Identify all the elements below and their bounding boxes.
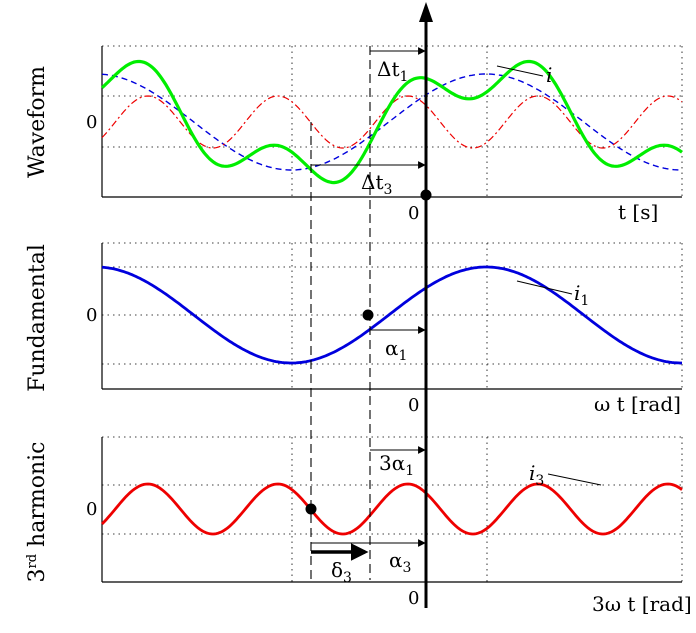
fundamental-zero-crossing-dot [362, 309, 374, 321]
fundamental-x-label: ω t [rad] [594, 392, 681, 416]
waveform-signal-leader [496, 65, 544, 77]
guide-lines [310, 46, 371, 580]
panel-fundamental: 0 0 ω t [rad] Fundamental i1 α1 [25, 242, 683, 416]
alpha1-label: α1 [385, 336, 407, 364]
delta3-label: δ3 [331, 558, 352, 586]
waveform-total-current-curve [100, 59, 683, 185]
harmonic-zero-label: 0 [86, 499, 97, 520]
fundamental-zero-label: 0 [86, 305, 97, 326]
alpha3-label: α3 [389, 548, 411, 576]
harmonic-origin-label: 0 [408, 588, 419, 609]
fundamental-curve [101, 265, 682, 365]
waveform-origin-label: 0 [408, 203, 419, 224]
harmonic-x-label: 3ω t [rad] [592, 592, 692, 616]
waveform-zero-label: 0 [86, 112, 97, 133]
main-axis-arrowhead [419, 2, 433, 22]
panel-third-harmonic: 0 0 3ω t [rad] 3rd harmonic i3 3α1 α3 δ3 [25, 436, 692, 616]
harmonic-grid [102, 436, 683, 582]
waveform-signal-label: i [546, 63, 552, 87]
harmonic-panel-title: 3rd harmonic [25, 442, 50, 583]
fundamental-origin-label: 0 [408, 395, 419, 416]
fundamental-signal-label: i1 [574, 281, 589, 309]
fundamental-signal-leader [516, 280, 573, 295]
waveform-panel-title: Waveform [25, 66, 50, 178]
dt3-label: Δt3 [361, 170, 392, 198]
third-harmonic-curve [101, 482, 683, 536]
dt1-label: Δt1 [377, 57, 408, 85]
waveform-fundamental-curve [101, 73, 682, 171]
three-alpha1-label: 3α1 [379, 451, 414, 479]
fundamental-grid [102, 242, 683, 389]
waveform-x-label: t [s] [618, 200, 658, 224]
fundamental-panel-title: Fundamental [25, 244, 50, 392]
harmonic-signal-label: i3 [529, 461, 544, 489]
panel-waveform: 0 0 t [s] Waveform i Δt1 Δt3 [25, 45, 683, 224]
harmonic-signal-leader [547, 473, 602, 486]
